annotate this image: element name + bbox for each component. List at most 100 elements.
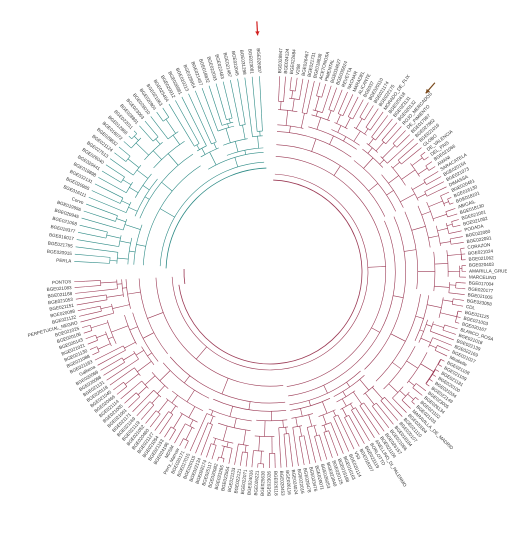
internal-branch (443, 201, 449, 204)
terminal-branch (103, 366, 118, 376)
node-arc (125, 201, 132, 213)
internal-branch (345, 117, 351, 128)
terminal-branch (377, 412, 390, 429)
internal-branch (85, 324, 91, 327)
internal-branch (230, 110, 233, 119)
internal-branch (440, 241, 451, 244)
internal-branch (308, 414, 313, 427)
terminal-branch (154, 419, 163, 431)
node-arc (170, 426, 176, 430)
internal-branch (93, 346, 97, 349)
internal-branch (303, 435, 308, 450)
internal-branch (411, 157, 423, 166)
red-arrow-icon-head (255, 31, 260, 36)
tip-label: CDL (466, 304, 476, 311)
internal-branch (351, 409, 360, 424)
terminal-branch (434, 171, 439, 174)
internal-branch (428, 168, 432, 171)
terminal-branch (159, 419, 170, 435)
internal-branch (129, 326, 138, 331)
internal-branch (434, 263, 448, 265)
internal-branch (319, 434, 322, 443)
internal-branch (372, 405, 378, 414)
tip-label: BGE020071 (314, 465, 325, 491)
internal-branch (242, 107, 246, 125)
terminal-branch (309, 81, 315, 100)
tip-label: V53 (353, 451, 361, 461)
node-arc (406, 352, 428, 384)
internal-branch (364, 108, 372, 121)
terminal-branch (211, 455, 214, 460)
node-arc (139, 153, 194, 219)
internal-branch (314, 436, 318, 446)
internal-branch (359, 405, 367, 416)
internal-branch (258, 436, 260, 451)
internal-branch (116, 218, 126, 223)
internal-branch (221, 446, 225, 458)
terminal-branch (75, 296, 95, 300)
internal-branch (243, 429, 247, 445)
internal-branch (118, 345, 124, 349)
terminal-branch (402, 142, 418, 157)
terminal-branch (109, 158, 128, 172)
internal-branch (129, 187, 139, 193)
terminal-branch (217, 456, 219, 461)
internal-branch (421, 211, 431, 216)
internal-branch (440, 312, 457, 317)
node-arc (414, 295, 430, 341)
internal-branch (246, 452, 249, 463)
node-arc (217, 125, 235, 132)
internal-branch (299, 426, 302, 437)
internal-branch (97, 343, 111, 350)
tip-label: BGE016017 (49, 232, 75, 241)
internal-branch (233, 418, 237, 428)
internal-branch (121, 149, 131, 157)
terminal-branch (113, 387, 117, 391)
tip-label: PERLA (56, 258, 72, 264)
node-arc (278, 109, 298, 113)
terminal-branch (371, 105, 374, 110)
internal-branch (447, 214, 454, 218)
node-arc (183, 438, 189, 442)
node-arc (418, 319, 428, 343)
node-arc (119, 197, 124, 204)
internal-branch (278, 427, 280, 441)
internal-branch (440, 193, 446, 197)
internal-branch (368, 138, 374, 146)
terminal-branch (341, 424, 355, 450)
node-arc (122, 218, 128, 231)
terminal-branch (450, 326, 458, 330)
internal-branch (209, 151, 217, 166)
internal-branch (365, 392, 375, 405)
terminal-branch (429, 378, 433, 382)
node-arc (134, 367, 141, 376)
node-arc (440, 195, 446, 207)
internal-branch (202, 422, 209, 437)
terminal-branch (164, 433, 167, 438)
tip-label: BGE021005 (467, 292, 493, 300)
internal-branch (100, 256, 111, 258)
terminal-branch (458, 236, 463, 238)
internal-branch (127, 170, 134, 176)
tip-label: BGE022684 (289, 49, 297, 75)
internal-branch (450, 242, 460, 245)
internal-branch (347, 107, 354, 117)
node-arc (291, 413, 313, 419)
internal-branch (420, 154, 423, 156)
terminal-branch (215, 83, 225, 114)
internal-branch (355, 118, 363, 129)
node-arc (353, 160, 397, 212)
internal-branch (295, 81, 297, 92)
internal-branch (323, 432, 326, 438)
internal-branch (432, 323, 444, 328)
terminal-branch (75, 288, 113, 294)
terminal-branch (279, 440, 282, 468)
node-arc (423, 179, 427, 185)
terminal-branch (358, 413, 375, 438)
internal-branch (147, 352, 152, 357)
terminal-branch (88, 196, 110, 207)
terminal-branch (438, 364, 442, 367)
tip-label: BGE021487 (222, 52, 232, 78)
terminal-branch (415, 397, 419, 401)
internal-branch (128, 207, 138, 212)
